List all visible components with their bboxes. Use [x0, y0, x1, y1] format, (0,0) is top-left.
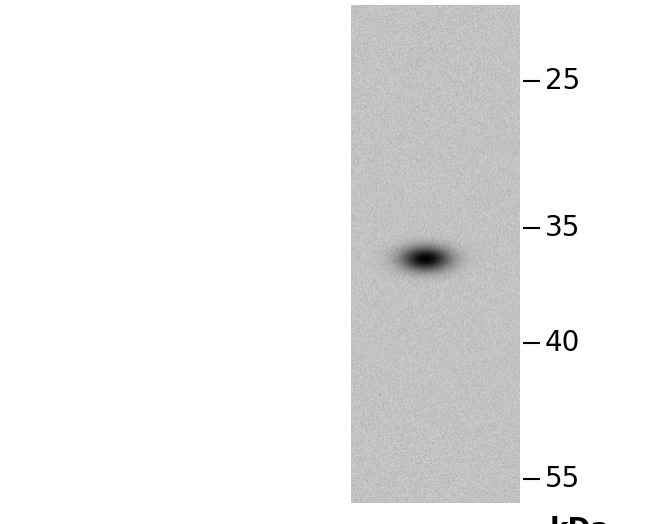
- Text: 25: 25: [545, 67, 580, 95]
- Text: 35: 35: [545, 214, 580, 242]
- Text: 40: 40: [545, 329, 580, 357]
- Text: kDa: kDa: [549, 516, 610, 524]
- Text: 55: 55: [545, 465, 580, 494]
